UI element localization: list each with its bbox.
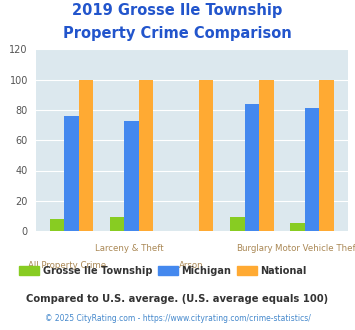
Text: © 2025 CityRating.com - https://www.cityrating.com/crime-statistics/: © 2025 CityRating.com - https://www.city… <box>45 314 310 323</box>
Bar <box>78 80 93 231</box>
Text: 2019 Grosse Ile Township: 2019 Grosse Ile Township <box>72 3 283 18</box>
Bar <box>124 120 139 231</box>
Bar <box>139 80 153 231</box>
Bar <box>230 217 245 231</box>
Bar <box>290 223 305 231</box>
Bar <box>319 80 334 231</box>
Bar <box>245 104 259 231</box>
Text: Compared to U.S. average. (U.S. average equals 100): Compared to U.S. average. (U.S. average … <box>26 294 329 304</box>
Text: Motor Vehicle Theft: Motor Vehicle Theft <box>275 244 355 253</box>
Text: All Property Crime: All Property Crime <box>28 261 106 270</box>
Bar <box>305 109 319 231</box>
Text: Arson: Arson <box>179 261 204 270</box>
Text: Burglary: Burglary <box>236 244 273 253</box>
Text: Property Crime Comparison: Property Crime Comparison <box>63 26 292 41</box>
Bar <box>110 217 124 231</box>
Bar <box>64 116 78 231</box>
Legend: Grosse Ile Township, Michigan, National: Grosse Ile Township, Michigan, National <box>16 262 311 280</box>
Bar <box>50 219 64 231</box>
Bar <box>259 80 274 231</box>
Bar <box>199 80 213 231</box>
Text: Larceny & Theft: Larceny & Theft <box>95 244 164 253</box>
